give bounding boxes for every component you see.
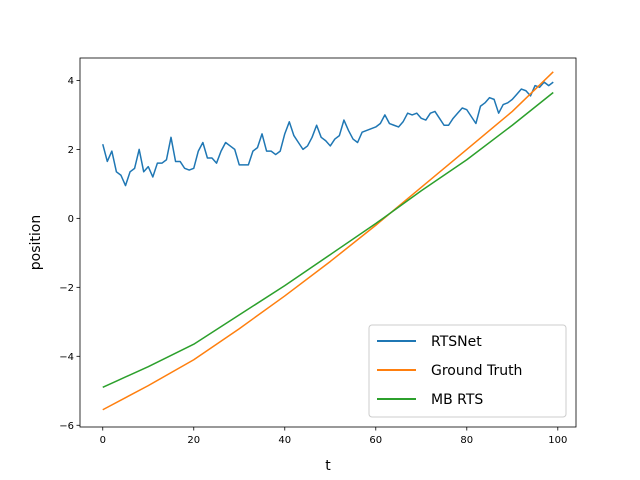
x-tick-label: 60 xyxy=(369,435,382,446)
series-line-2 xyxy=(102,91,554,389)
x-axis-label: t xyxy=(325,458,331,474)
x-tick-label: 100 xyxy=(548,435,567,446)
y-axis-ticks: −6 −4 −2 0 2 4 xyxy=(59,76,80,432)
x-axis-ticks: 0 20 40 60 80 100 xyxy=(100,427,567,446)
legend-label-2: MB RTS xyxy=(431,392,483,408)
y-tick-label: −2 xyxy=(59,283,74,294)
legend-label-0: RTSNet xyxy=(431,334,482,350)
y-tick-label: −4 xyxy=(59,352,74,363)
x-tick-label: 40 xyxy=(278,435,291,446)
y-tick-label: 4 xyxy=(68,76,74,87)
x-tick-label: 20 xyxy=(187,435,200,446)
y-tick-label: 2 xyxy=(68,145,74,156)
x-tick-label: 0 xyxy=(100,435,106,446)
legend-label-1: Ground Truth xyxy=(431,363,522,379)
series-line-1 xyxy=(102,71,554,411)
legend: RTSNet Ground Truth MB RTS xyxy=(368,324,567,418)
plot-area xyxy=(102,71,554,411)
x-tick-label: 80 xyxy=(460,435,473,446)
y-tick-label: 0 xyxy=(68,214,74,225)
series-line-0 xyxy=(102,81,554,187)
legend-frame xyxy=(368,324,567,418)
y-tick-label: −6 xyxy=(59,421,74,432)
y-axis-label: position xyxy=(28,215,44,270)
plot-frame xyxy=(79,57,577,428)
